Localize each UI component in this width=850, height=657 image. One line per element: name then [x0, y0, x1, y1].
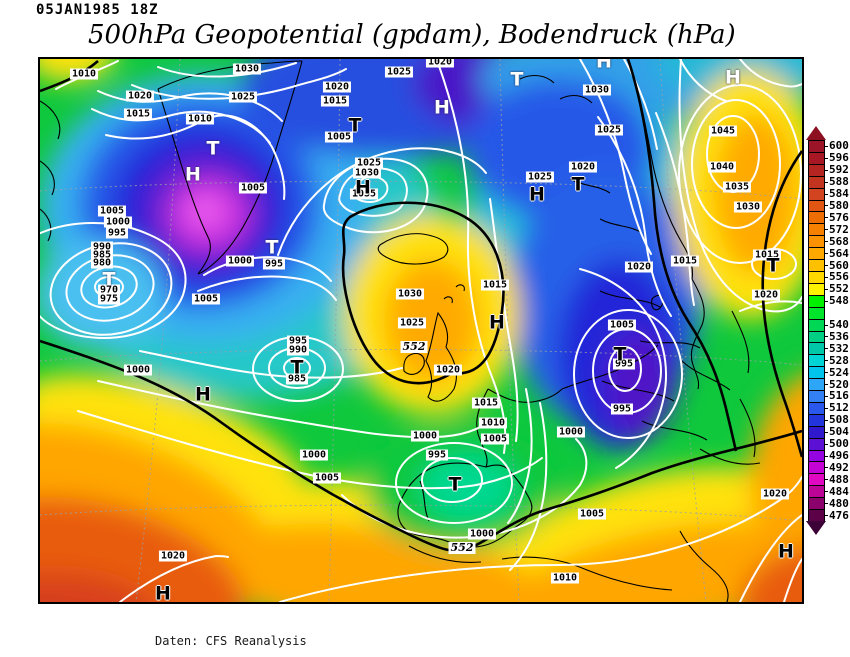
colorbar-box-564: [809, 248, 824, 261]
colorbar-label-592: 592: [824, 163, 849, 177]
colorbar-box-544: [809, 307, 824, 320]
colorbar-box-528: [809, 355, 824, 368]
colorbar-box-508: [809, 414, 824, 427]
credits: Daten: CFS Reanalysis (C) Wetterzentrale…: [155, 604, 307, 657]
colorbar-label-496: 496: [824, 449, 849, 463]
colorbar-box-504: [809, 426, 824, 439]
colorbar-label-600: 600: [824, 139, 849, 153]
colorbar-box-488: [809, 474, 824, 487]
colorbar-box-576: [809, 212, 824, 225]
colorbar-box-524: [809, 367, 824, 380]
colorbar-box-556: [809, 271, 824, 284]
colorbar-box-568: [809, 236, 824, 249]
colorbar-label-484: 484: [824, 484, 849, 498]
colorbar-box-584: [809, 188, 824, 201]
colorbar-label-520: 520: [824, 377, 849, 391]
colorbar-box-580: [809, 200, 824, 213]
colorbar-boxes: [808, 140, 825, 522]
run-date: 05JAN1985 18Z: [36, 2, 159, 18]
colorbar-box-516: [809, 391, 824, 403]
colorbar-label-540: 540: [824, 318, 849, 332]
colorbar-box-484: [809, 486, 824, 499]
colorbar-label-528: 528: [824, 353, 849, 367]
colorbar-label-572: 572: [824, 222, 849, 236]
colorbar-box-536: [809, 331, 824, 344]
colorbar-box-532: [809, 343, 824, 356]
page-title: 500hPa Geopotential (gpdam), Bodendruck …: [88, 20, 736, 50]
colorbar-label-524: 524: [824, 365, 849, 379]
colorbar-label-588: 588: [824, 175, 849, 189]
colorbar-label-576: 576: [824, 210, 849, 224]
colorbar-label-532: 532: [824, 341, 849, 355]
colorbar-label-492: 492: [824, 460, 849, 474]
colorbar-label-500: 500: [824, 437, 849, 451]
colorbar-box-600: [809, 141, 824, 153]
colorbar-box-492: [809, 462, 824, 475]
colorbar-label-536: 536: [824, 329, 849, 343]
colorbar-label-596: 596: [824, 151, 849, 165]
colorbar-box-588: [809, 176, 824, 189]
colorbar-box-500: [809, 438, 824, 451]
colorbar-label-568: 568: [824, 234, 849, 248]
colorbar-label-556: 556: [824, 270, 849, 284]
colorbar-label-476: 476: [824, 508, 849, 522]
colorbar-arrow-up: [806, 126, 826, 140]
colorbar-label-508: 508: [824, 413, 849, 427]
colorbar-label-580: 580: [824, 198, 849, 212]
colorbar-label-512: 512: [824, 401, 849, 415]
colorbar-label-584: 584: [824, 187, 849, 201]
colorbar-label-516: 516: [824, 389, 849, 403]
colorbar-label-488: 488: [824, 472, 849, 486]
colorbar-box-560: [809, 260, 824, 272]
weather-map-svg: [40, 59, 802, 602]
colorbar-box-572: [809, 224, 824, 237]
colorbar-arrow-down: [806, 521, 826, 535]
colorbar-box-520: [809, 379, 824, 392]
colorbar-box-480: [809, 498, 824, 511]
colorbar-box-552: [809, 283, 824, 296]
colorbar-box-496: [809, 450, 824, 463]
colorbar-label-480: 480: [824, 496, 849, 510]
colorbar-label-552: 552: [824, 282, 849, 296]
colorbar-label-548: 548: [824, 294, 849, 308]
colorbar-box-476: [809, 510, 824, 522]
colorbar-box-540: [809, 319, 824, 332]
credits-data-source: Daten: CFS Reanalysis: [155, 634, 307, 648]
colorbar-label-560: 560: [824, 258, 849, 272]
colorbar-box-512: [809, 402, 824, 415]
map-panel: 1010 1030 1025 1020 1015 1010 1025 1020 1015 1020…: [38, 57, 804, 604]
colorbar-label-504: 504: [824, 425, 849, 439]
colorbar-box-596: [809, 152, 824, 165]
colorbar-label-564: 564: [824, 246, 849, 260]
geopotential-fill: [40, 59, 802, 602]
isobars: [40, 59, 802, 602]
colorbar-box-548: [809, 295, 824, 308]
colorbar-box-592: [809, 164, 824, 177]
